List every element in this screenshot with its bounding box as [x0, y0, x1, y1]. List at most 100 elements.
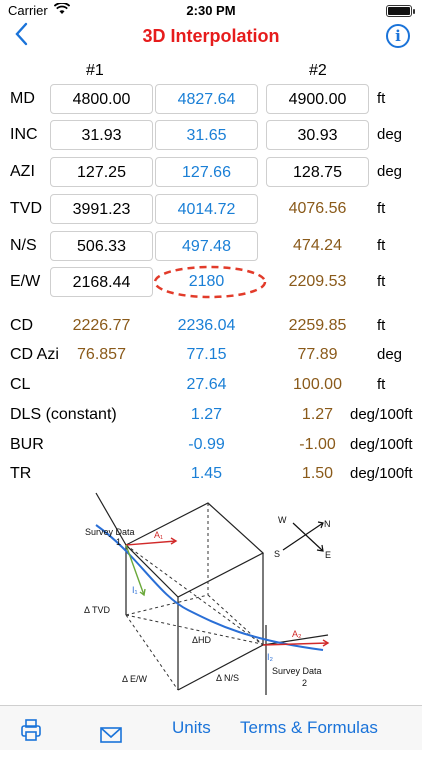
row-cl: CL 27.64 100.00 ft — [0, 371, 422, 399]
bur-interp-value: -0.99 — [188, 436, 225, 453]
tab-bar: Units Terms & Formulas — [0, 705, 422, 750]
tvd-interp-field[interactable]: 4014.72 — [155, 194, 258, 224]
status-bar: Carrier 2:30 PM — [0, 0, 422, 22]
delta-ew-label: Δ E/W — [122, 674, 148, 684]
unit-label: deg — [377, 346, 403, 363]
row-tr: TR 1.45 1.50 deg/100ft — [0, 460, 422, 488]
delta-hd-label: ΔHD — [192, 635, 212, 645]
md-interp-field[interactable]: 4827.64 — [155, 84, 258, 114]
column-header-2: #2 — [309, 62, 327, 79]
compass-s-label: S — [274, 549, 280, 559]
carrier-label: Carrier — [8, 3, 48, 18]
row-label: E/W — [10, 273, 41, 290]
unit-label: deg/100ft — [350, 406, 413, 423]
cl-interp-value: 27.64 — [186, 376, 227, 393]
column-header-1: #1 — [86, 62, 104, 79]
a2-label: A₂ — [292, 629, 302, 639]
interpolation-diagram: Survey Data 1 A₁ I₁ Δ TVD ΔHD Δ E/W Δ N/… — [84, 492, 331, 695]
ew-2-value: 2209.53 — [288, 273, 347, 290]
survey-data-1-label: Survey Data — [85, 527, 135, 537]
unit-label: deg — [377, 126, 403, 143]
cd-2-value: 2259.85 — [288, 317, 347, 334]
azi-2-field[interactable]: 128.75 — [266, 157, 369, 187]
mail-icon[interactable] — [100, 717, 124, 743]
wifi-icon — [53, 2, 71, 18]
cl-2-value: 100.00 — [293, 376, 342, 393]
i2-label: I₂ — [267, 652, 274, 662]
row-label: CL — [10, 376, 31, 393]
survey-data-2-label: Survey Data — [272, 666, 322, 676]
dls-2-value: 1.27 — [301, 406, 334, 423]
row-label: AZI — [10, 163, 35, 180]
ew-1-field[interactable]: 2168.44 — [50, 267, 153, 297]
point-2-label: 2 — [302, 678, 307, 688]
compass-e-label: E — [325, 550, 331, 560]
highlight-ellipse — [153, 265, 267, 299]
inc-1-field[interactable]: 31.93 — [50, 120, 153, 150]
unit-label: ft — [377, 90, 386, 107]
cd-azi-1-value: 76.857 — [77, 346, 126, 363]
point-1-label: 1 — [116, 537, 121, 547]
azi-1-field[interactable]: 127.25 — [50, 157, 153, 187]
back-chevron-icon[interactable] — [14, 22, 38, 52]
dls-interp-value: 1.27 — [190, 406, 223, 423]
page-title: 3D Interpolation — [142, 26, 280, 46]
row-label: CD — [10, 317, 34, 334]
navigation-bar: 3D Interpolation i — [0, 22, 422, 58]
cd-azi-interp-value: 77.15 — [186, 346, 227, 363]
row-label: BUR — [10, 436, 44, 453]
ns-interp-field[interactable]: 497.48 — [155, 231, 258, 261]
row-label: TR — [10, 465, 32, 482]
cd-interp-value: 2236.04 — [177, 317, 236, 334]
unit-label: ft — [377, 237, 386, 254]
tvd-2-value: 4076.56 — [288, 200, 347, 217]
units-tab[interactable]: Units — [172, 718, 211, 737]
inc-interp-field[interactable]: 31.65 — [155, 120, 258, 150]
info-icon[interactable]: i — [386, 24, 410, 48]
row-label: TVD — [10, 200, 42, 217]
row-label: INC — [10, 126, 38, 143]
row-label: N/S — [10, 237, 37, 254]
a1-label: A₁ — [154, 530, 163, 540]
row-azi: AZI 127.25 127.66 128.75 deg — [0, 155, 422, 189]
row-bur: BUR -0.99 -1.00 deg/100ft — [0, 431, 422, 459]
i1-label: I₁ — [132, 585, 138, 595]
ns-1-field[interactable]: 506.33 — [50, 231, 153, 261]
row-cd: CD 2226.77 2236.04 2259.85 ft — [0, 312, 422, 340]
row-label: CD Azi — [10, 346, 59, 363]
unit-label: ft — [377, 317, 386, 334]
unit-label: ft — [377, 376, 386, 393]
row-label: MD — [10, 90, 35, 107]
compass-n-label: N — [324, 519, 331, 529]
cd-azi-2-value: 77.89 — [297, 346, 338, 363]
row-inc: INC 31.93 31.65 30.93 deg — [0, 118, 422, 152]
cd-1-value: 2226.77 — [72, 317, 131, 334]
ew-interp-field[interactable]: 2180 — [188, 273, 225, 290]
ns-2-value: 474.24 — [293, 237, 342, 254]
md-1-field[interactable]: 4800.00 — [50, 84, 153, 114]
compass-w-label: W — [278, 515, 287, 525]
tr-2-value: 1.50 — [301, 465, 334, 482]
row-ew: E/W 2168.44 2180 2209.53 ft — [0, 265, 422, 299]
unit-label: deg/100ft — [350, 465, 413, 482]
terms-formulas-tab[interactable]: Terms & Formulas — [240, 718, 378, 737]
tvd-1-field[interactable]: 3991.23 — [50, 194, 153, 224]
row-ns: N/S 506.33 497.48 474.24 ft — [0, 229, 422, 263]
clock: 2:30 PM — [186, 3, 236, 18]
unit-label: ft — [377, 200, 386, 217]
row-label: DLS (constant) — [10, 406, 117, 423]
azi-interp-field[interactable]: 127.66 — [155, 157, 258, 187]
tr-interp-value: 1.45 — [190, 465, 223, 482]
row-tvd: TVD 3991.23 4014.72 4076.56 ft — [0, 192, 422, 226]
bur-2-value: -1.00 — [299, 436, 336, 453]
battery-icon — [386, 5, 415, 17]
row-dls: DLS (constant) 1.27 1.27 deg/100ft — [0, 401, 422, 429]
md-2-field[interactable]: 4900.00 — [266, 84, 369, 114]
delta-tvd-label: Δ TVD — [84, 605, 111, 615]
row-cd-azi: CD Azi 76.857 77.15 77.89 deg — [0, 341, 422, 369]
print-icon[interactable] — [20, 715, 42, 743]
inc-2-field[interactable]: 30.93 — [266, 120, 369, 150]
row-md: MD 4800.00 4827.64 4900.00 ft — [0, 82, 422, 116]
unit-label: deg/100ft — [350, 436, 413, 453]
delta-ns-label: Δ N/S — [216, 673, 239, 683]
